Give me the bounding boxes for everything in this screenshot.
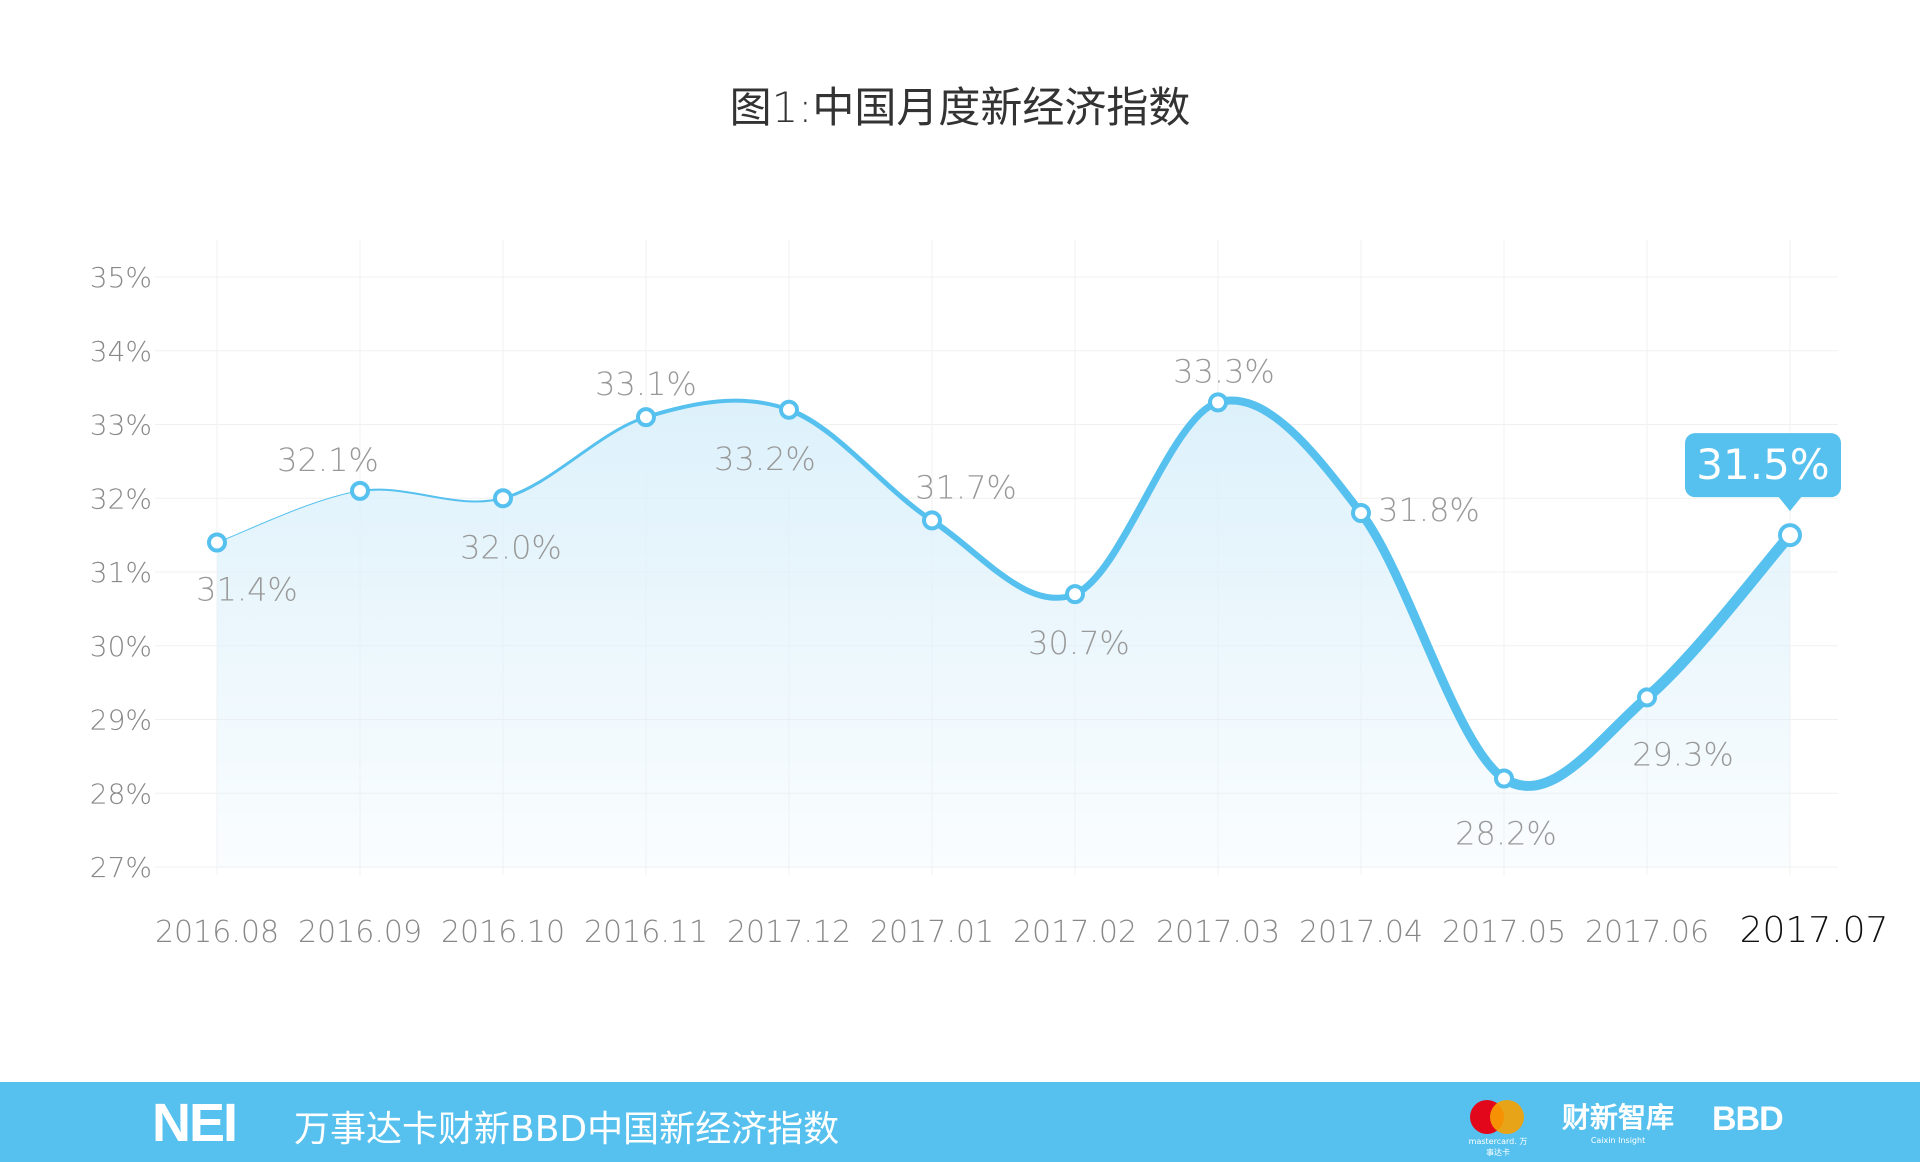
data-point bbox=[636, 407, 656, 428]
line-segment bbox=[359, 488, 504, 503]
y-tick-label: 31% bbox=[90, 556, 152, 589]
highlight-callout bbox=[1685, 433, 1841, 498]
line-segment bbox=[929, 517, 1078, 601]
data-point bbox=[1494, 768, 1514, 789]
footer-title: 万事达卡财新BBD中国新经济指数 bbox=[294, 1109, 840, 1150]
data-point bbox=[1351, 503, 1371, 523]
y-tick-label: 27% bbox=[90, 851, 152, 884]
x-tick-label: 2017.05 bbox=[1442, 915, 1566, 950]
x-tick-label: 2016.08 bbox=[155, 915, 279, 950]
data-point bbox=[1637, 687, 1657, 708]
data-point bbox=[1208, 392, 1228, 413]
mastercard-logo-text: mastercard. 万事达卡 bbox=[1468, 1137, 1528, 1157]
line-segment bbox=[1499, 692, 1652, 791]
area-fill bbox=[217, 400, 1790, 867]
x-tick-label: 2017.12 bbox=[727, 915, 851, 950]
caixin-logo-subtext: Caixin Insight bbox=[1590, 1136, 1646, 1145]
y-tick-label: 34% bbox=[90, 335, 152, 368]
line-segment bbox=[216, 490, 361, 543]
y-tick-label: 28% bbox=[90, 777, 152, 810]
bbd-logo: BBD bbox=[1712, 1100, 1784, 1138]
x-tick-label: 2017.04 bbox=[1299, 915, 1423, 950]
highlight-label: 31.5% bbox=[1696, 440, 1829, 489]
x-tick-label: 2017.03 bbox=[1156, 915, 1280, 950]
line-chart: 35% 34% 33% 32% 31% 30% 29% 28% 27%2016.08 2016.0… bbox=[90, 240, 1889, 951]
caixin-logo-text: 财新智库 bbox=[1562, 1101, 1675, 1134]
data-label: 29.3% bbox=[1632, 735, 1734, 773]
line-segment bbox=[1356, 508, 1509, 783]
data-label: 31.4% bbox=[196, 571, 298, 609]
x-tick-label: 2016.11 bbox=[584, 915, 708, 950]
data-point bbox=[493, 488, 513, 509]
caixin-insight-logo: 财新智库 Caixin Insight bbox=[1562, 1096, 1674, 1145]
data-label: 30.7% bbox=[1028, 624, 1130, 662]
data-label: 31.8% bbox=[1378, 491, 1480, 529]
x-tick-label: 2016.10 bbox=[441, 915, 565, 950]
y-tick-label: 29% bbox=[90, 704, 152, 737]
x-tick-label: 2017.06 bbox=[1585, 915, 1709, 950]
mastercard-logo: mastercard. 万事达卡 bbox=[1468, 1096, 1528, 1157]
footer-banner: NEI 万事达卡财新BBD中国新经济指数 mastercard. 万事达卡 财新… bbox=[0, 1082, 1920, 1162]
data-label: 32.1% bbox=[277, 441, 379, 479]
data-label: 31.7% bbox=[915, 468, 1017, 506]
line-segment bbox=[1071, 398, 1222, 598]
line-segment bbox=[1641, 529, 1796, 703]
data-point bbox=[1065, 584, 1085, 605]
line-segment bbox=[1214, 396, 1365, 517]
callout-pointer bbox=[1778, 496, 1802, 512]
y-tick-label: 33% bbox=[90, 409, 152, 442]
x-tick-label: 2017.01 bbox=[870, 915, 994, 950]
y-tick-label: 32% bbox=[90, 482, 152, 515]
x-tick-label: 2016.09 bbox=[298, 915, 422, 950]
x-tick-label: 2017.07 bbox=[1740, 910, 1889, 951]
y-tick-label: 35% bbox=[90, 261, 152, 294]
data-point bbox=[207, 532, 227, 553]
nei-logo: NEI bbox=[152, 1093, 238, 1153]
line-segment bbox=[644, 398, 791, 420]
data-point bbox=[350, 480, 370, 501]
data-label: 28.2% bbox=[1455, 815, 1557, 853]
data-point bbox=[779, 399, 799, 420]
line-segment bbox=[786, 407, 935, 523]
data-label: 33.3% bbox=[1173, 352, 1275, 390]
data-label: 32.0% bbox=[460, 528, 562, 566]
x-tick-label: 2017.02 bbox=[1013, 915, 1137, 950]
line-segment bbox=[501, 415, 648, 500]
data-label: 33.2% bbox=[714, 440, 816, 478]
chart-title: 图1:中国月度新经济指数 bbox=[729, 83, 1191, 132]
data-point bbox=[1778, 523, 1802, 548]
y-tick-label: 30% bbox=[90, 630, 152, 663]
data-point bbox=[922, 510, 942, 531]
data-label: 33.1% bbox=[595, 365, 697, 403]
